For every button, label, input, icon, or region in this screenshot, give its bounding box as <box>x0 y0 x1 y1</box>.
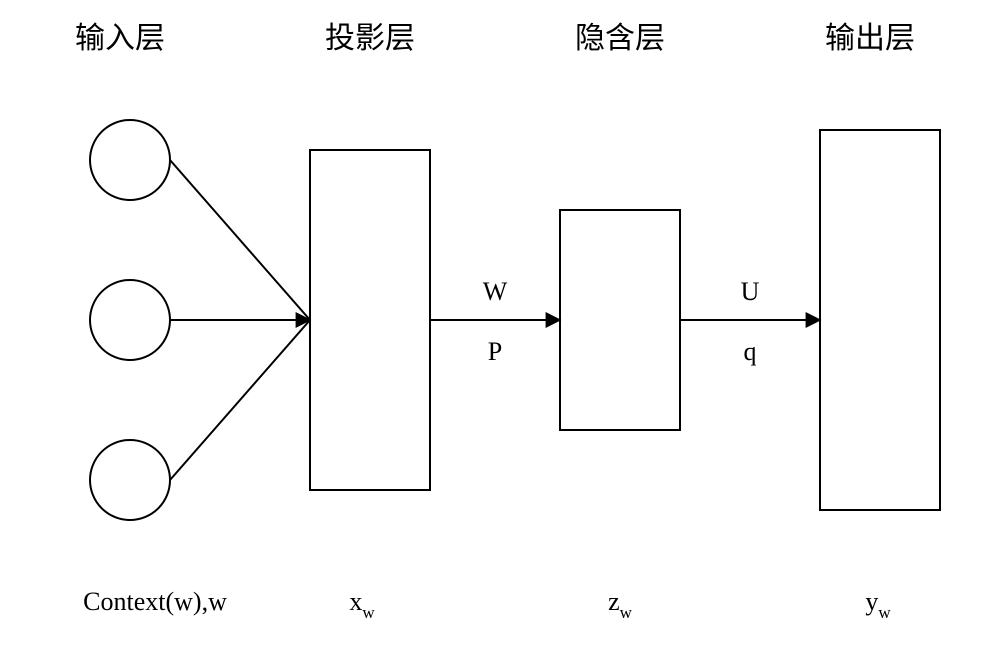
hidden-title: 隐含层 <box>575 22 665 55</box>
edge-in3 <box>170 320 310 480</box>
input-node-2 <box>90 280 170 360</box>
diagram: 输入层 投影层 隐含层 输出层 W P Uq Context(w),w xw zw yw <box>0 0 1000 667</box>
projection-rect <box>310 150 430 490</box>
projection-bottom-label: xw <box>349 587 375 622</box>
hidden-bottom-label: zw <box>608 587 633 622</box>
edge-h_o-label-bottom: q <box>744 337 757 366</box>
input-bottom-label: Context(w),w <box>83 587 227 616</box>
output-rect <box>820 130 940 510</box>
edge-in1 <box>170 160 310 320</box>
hidden-rect <box>560 210 680 430</box>
edge-p_h-label-top: W <box>483 277 508 306</box>
edge-h_o-label-top: U <box>741 277 760 306</box>
output-title: 输出层 <box>825 22 915 55</box>
input-node-1 <box>90 120 170 200</box>
input-title: 输入层 <box>75 22 165 55</box>
edge-p_h-label-bottom: P <box>488 337 502 366</box>
projection-title: 投影层 <box>325 22 415 55</box>
output-bottom-label: yw <box>865 587 891 622</box>
input-node-3 <box>90 440 170 520</box>
